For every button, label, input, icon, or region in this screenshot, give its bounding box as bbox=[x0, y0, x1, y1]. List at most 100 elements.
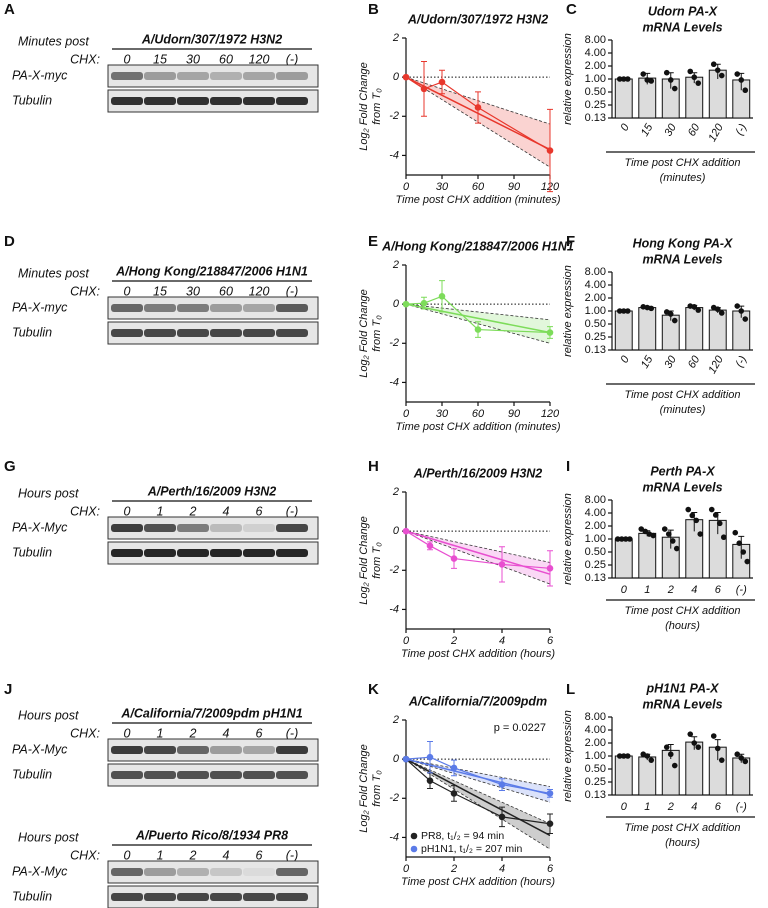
fit-line bbox=[405, 530, 551, 575]
blot-membrane bbox=[107, 516, 319, 540]
fit-line bbox=[405, 758, 551, 837]
replicate-point bbox=[695, 80, 702, 86]
fit-line bbox=[405, 303, 551, 334]
replicate-point bbox=[620, 308, 627, 314]
replicate-point bbox=[622, 536, 629, 542]
lane-label: 0 bbox=[124, 52, 131, 66]
lane-label: 30 bbox=[186, 52, 200, 66]
y-tick-label: 0 bbox=[393, 525, 400, 537]
y-tick-label: -4 bbox=[389, 149, 399, 161]
x-tick-label: 30 bbox=[662, 353, 679, 370]
bar bbox=[685, 307, 704, 351]
x-tick-label: 0 bbox=[403, 181, 410, 193]
lane-label: 1 bbox=[157, 726, 164, 740]
replicate-point bbox=[691, 740, 698, 746]
blot-band bbox=[276, 771, 308, 779]
lane-label: 6 bbox=[256, 848, 263, 862]
blot-header: CHX: bbox=[70, 284, 100, 298]
data-point bbox=[498, 813, 506, 821]
y-axis-label: Log₂ Fold Change bbox=[358, 289, 370, 378]
x-tick-label: 15 bbox=[639, 121, 656, 138]
data-point bbox=[546, 820, 554, 828]
blot-band bbox=[144, 746, 176, 754]
y-tick-label: 0.50 bbox=[585, 86, 606, 98]
panel-letter: L bbox=[566, 681, 575, 698]
blot-band bbox=[210, 72, 242, 80]
x-axis-label: Time post CHX addition (minutes) bbox=[396, 421, 561, 433]
band-edge-upper bbox=[405, 530, 551, 563]
replicate-point bbox=[732, 529, 739, 536]
replicate-point bbox=[695, 744, 702, 750]
lane-label: 60 bbox=[219, 52, 233, 66]
chart-title: Perth PA-X bbox=[650, 464, 715, 478]
blot-band bbox=[276, 72, 308, 80]
lane-label: 0 bbox=[124, 726, 131, 740]
bar bbox=[614, 755, 633, 796]
y-axis-label: from T₀ bbox=[371, 315, 383, 352]
blot-band bbox=[177, 549, 209, 557]
replicate-point bbox=[665, 531, 672, 537]
blot-band bbox=[210, 868, 242, 876]
replicate-point bbox=[714, 67, 721, 73]
replicate-point bbox=[697, 531, 704, 537]
confidence-band bbox=[406, 531, 550, 584]
blot-row-label: Tubulin bbox=[12, 545, 52, 559]
x-tick-label: 6 bbox=[715, 584, 722, 596]
replicate-point bbox=[624, 76, 631, 82]
blot-row-label: Tubulin bbox=[12, 93, 52, 107]
blot-band bbox=[111, 549, 143, 557]
x-axis-label: Time post CHX addition (hours) bbox=[401, 648, 555, 660]
replicate-point bbox=[742, 758, 749, 765]
blot-band bbox=[177, 771, 209, 779]
bar bbox=[708, 309, 727, 351]
data-point bbox=[546, 565, 554, 572]
blot-band bbox=[243, 746, 275, 754]
chart-title: A/California/7/2009pdm bbox=[408, 694, 547, 708]
blot-band bbox=[144, 304, 176, 312]
x-tick-label: 1 bbox=[644, 584, 650, 596]
y-tick-label: 0.13 bbox=[585, 112, 606, 124]
y-tick-label: 0.25 bbox=[585, 559, 606, 571]
blot-band bbox=[243, 97, 275, 105]
data-point bbox=[498, 781, 506, 788]
blot-band bbox=[177, 868, 209, 876]
y-axis-label: relative expression bbox=[562, 710, 574, 802]
y-tick-label: 0.50 bbox=[585, 546, 606, 558]
blot-band bbox=[111, 868, 143, 876]
replicate-point bbox=[614, 536, 621, 542]
lane-label: 6 bbox=[256, 726, 263, 740]
y-axis-label: Log₂ Fold Change bbox=[358, 744, 370, 833]
blot-row-label: Tubulin bbox=[12, 325, 52, 339]
y-tick-label: 8.00 bbox=[585, 266, 606, 278]
panel-letter: J bbox=[4, 681, 12, 698]
bar bbox=[732, 757, 751, 796]
x-axis-label: (minutes) bbox=[660, 404, 706, 416]
replicate-point bbox=[710, 733, 717, 739]
lane-label: 6 bbox=[256, 504, 263, 518]
data-point bbox=[402, 73, 410, 81]
blot-band bbox=[243, 72, 275, 80]
blot-band bbox=[111, 524, 143, 532]
replicate-point bbox=[687, 731, 694, 737]
blot-band bbox=[276, 868, 308, 876]
replicate-point bbox=[738, 77, 745, 83]
y-axis-label: relative expression bbox=[562, 493, 574, 585]
chart-title: mRNA Levels bbox=[642, 252, 722, 266]
blot-strain: A/Udorn/307/1972 H3N2 bbox=[141, 32, 282, 46]
blot-membrane bbox=[107, 64, 319, 88]
replicate-point bbox=[620, 76, 627, 82]
legend-marker bbox=[410, 845, 418, 853]
x-axis-label: (minutes) bbox=[660, 172, 706, 184]
panel-letter: B bbox=[368, 1, 379, 18]
x-tick-label: 0 bbox=[621, 584, 628, 596]
blot-band bbox=[210, 893, 242, 901]
x-tick-label: 0 bbox=[403, 863, 410, 875]
x-tick-label: 0 bbox=[618, 121, 632, 133]
y-tick-label: -2 bbox=[389, 110, 399, 122]
blot-strain: A/Perth/16/2009 H3N2 bbox=[147, 484, 277, 498]
legend-label: pH1N1, t₁/₂ = 207 min bbox=[421, 843, 522, 855]
blot-band bbox=[144, 72, 176, 80]
replicate-point bbox=[671, 762, 678, 769]
blot-band bbox=[276, 524, 308, 532]
panel-letter: F bbox=[566, 233, 575, 250]
